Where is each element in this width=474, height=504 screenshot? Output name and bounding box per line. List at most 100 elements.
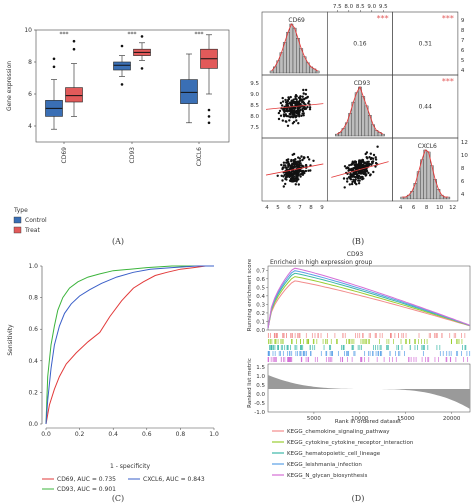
- histogram-bar: [289, 23, 294, 74]
- scatter-point: [374, 161, 378, 165]
- panel-label-a: (A): [112, 237, 124, 246]
- histogram-bar: [292, 27, 297, 74]
- box-outlier: [52, 65, 56, 69]
- tick-label: 12: [461, 140, 468, 146]
- scatter-point: [282, 113, 286, 116]
- tick-label: 10: [461, 153, 468, 159]
- box-outlier: [120, 44, 124, 48]
- scatter-point: [308, 108, 312, 111]
- y-tick-label: 8: [28, 59, 32, 66]
- histogram-bar: [335, 133, 339, 137]
- box-outlier: [140, 35, 144, 38]
- x-tick-label: 0.6: [142, 431, 152, 438]
- scatter-point: [291, 153, 294, 156]
- significance-stars: ***: [128, 31, 137, 38]
- scatter-point: [294, 94, 298, 97]
- y-tick-label: 0.6: [28, 326, 38, 333]
- scatter-point: [294, 183, 297, 186]
- scatter-point: [353, 161, 356, 164]
- legend-swatch-treat: [13, 226, 22, 234]
- tick-label: 8.0: [250, 114, 259, 120]
- tick-label: 6: [287, 205, 291, 211]
- scatter-point: [357, 182, 361, 185]
- scatter-point: [296, 160, 300, 163]
- scatter-point: [287, 165, 290, 168]
- scatter-point: [284, 177, 287, 181]
- scatter-point: [307, 100, 311, 103]
- scatter-point: [365, 168, 368, 172]
- variable-label: CD93: [354, 80, 371, 87]
- scatter-point: [374, 158, 378, 161]
- scatter-point: [359, 166, 362, 169]
- histogram-bar: [420, 159, 424, 200]
- y-tick-label: 0.4: [256, 294, 265, 300]
- scatter-point: [351, 180, 354, 184]
- roc-panel: Sensitivity 1 - specificity 0.00.0 0.2 0.2…: [7, 263, 219, 503]
- x-tick-label: CD69: [61, 147, 68, 164]
- tick-label: 8.5: [356, 4, 365, 10]
- scatter-point: [301, 112, 304, 115]
- roc-xlabel: 1 - specificity: [110, 463, 150, 470]
- variable-label: CXCL6: [418, 143, 437, 150]
- scatter-point: [354, 178, 357, 181]
- metric-area: [268, 375, 470, 409]
- scatter-point: [281, 166, 285, 169]
- y-tick-label: 0.5: [256, 285, 265, 291]
- y-tick-label: 0.2: [256, 311, 265, 317]
- scatter-point: [304, 88, 308, 92]
- histogram-bar: [296, 38, 300, 74]
- y-tick-label: 0.5: [256, 383, 265, 389]
- scatter-point: [287, 163, 290, 167]
- scatter-point: [298, 115, 301, 118]
- scatter-point: [367, 160, 370, 163]
- scatter-point: [294, 158, 297, 161]
- box-outlier: [72, 39, 76, 43]
- enrichment-curve: [267, 270, 471, 329]
- scatter-point: [296, 176, 299, 179]
- matrix-cell: [392, 137, 459, 202]
- roc-curve: [45, 265, 214, 425]
- tick-label: 12: [449, 205, 456, 211]
- scatter-point: [291, 99, 294, 103]
- roc-ylabel: Sensitivity: [7, 324, 14, 356]
- scatter-point: [284, 113, 287, 116]
- scatter-point: [309, 169, 312, 172]
- y-tick-label: 0.3: [256, 302, 265, 308]
- correlation-value: 0.31: [419, 41, 433, 48]
- scatter-point: [284, 182, 287, 186]
- scatter-point: [301, 158, 304, 162]
- scatter-point: [349, 163, 353, 166]
- box-outlier: [207, 108, 211, 112]
- scatter-point: [304, 97, 307, 100]
- scatter-point: [285, 101, 288, 104]
- scatter-point: [297, 183, 300, 186]
- scatter-point: [296, 173, 300, 177]
- y-tick-label: 0.1: [256, 319, 265, 325]
- scatter-point: [360, 172, 364, 175]
- fit-line: [265, 103, 324, 110]
- density-curve: [271, 23, 318, 72]
- enrichment-curve: [267, 276, 471, 329]
- tick-label: 8: [309, 205, 313, 211]
- correlation-value: 0.16: [353, 41, 367, 48]
- scatter-point: [296, 111, 299, 115]
- scatter-point: [289, 116, 292, 119]
- scatter-point: [288, 168, 291, 171]
- scatter-point: [304, 169, 308, 173]
- density-curve: [336, 85, 384, 135]
- boxplot-ylabel: Gene expression: [6, 61, 13, 111]
- legend-title: Type: [13, 207, 28, 214]
- scatter-point: [290, 107, 294, 110]
- scatter-point: [308, 106, 312, 109]
- scatter-point: [301, 108, 304, 112]
- correlation-value: 0.44: [419, 104, 433, 111]
- scatter-point: [363, 161, 366, 164]
- histogram-bar: [423, 149, 428, 200]
- panel-label-d: (D): [352, 494, 365, 503]
- scatter-point: [294, 115, 298, 119]
- x-tick-label: 5000: [307, 416, 321, 422]
- scatter-point: [277, 111, 281, 115]
- scatter-point: [293, 161, 296, 165]
- tick-label: 8: [461, 166, 465, 172]
